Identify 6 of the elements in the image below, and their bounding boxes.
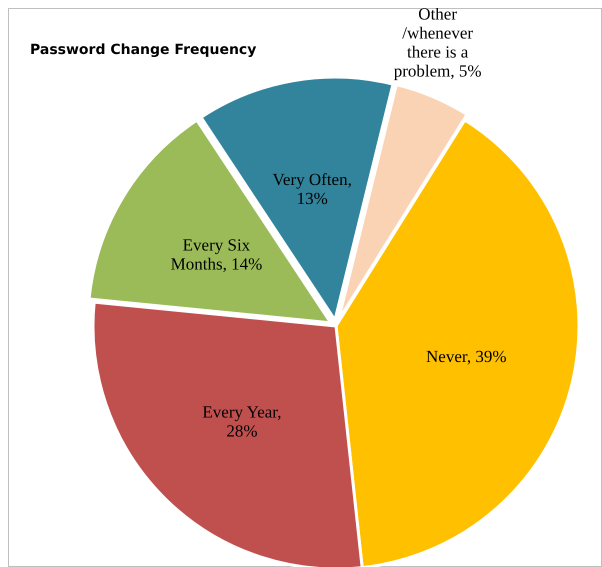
slice-label: Every Year, 28% — [202, 402, 282, 440]
text: Password Change Frequency — [30, 42, 256, 58]
slice-label: Never, 39% — [426, 346, 507, 366]
slice-label: Very Often, 13% — [272, 170, 352, 208]
slice-label: Other /whenever there is a problem, 5% — [394, 4, 482, 80]
slice-label: Every Six Months, 14% — [170, 235, 262, 274]
